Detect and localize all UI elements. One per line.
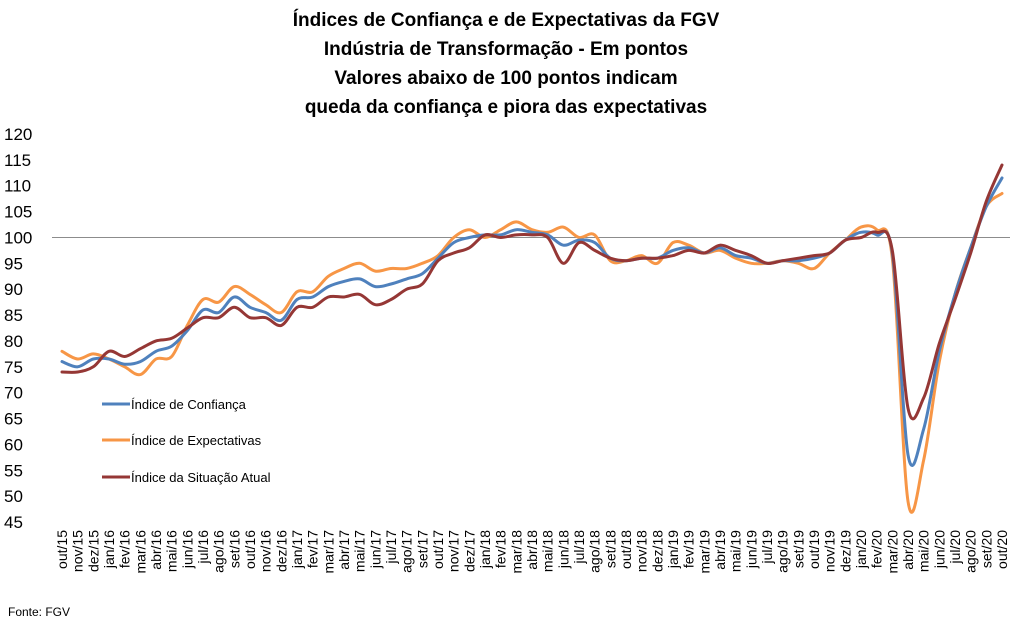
legend: Índice de Confiança Índice de Expectativa… [102,397,271,485]
x-tick-label: abr/20 [900,530,916,570]
x-tick-label: dez/17 [461,530,477,572]
x-tick-label: jul/19 [759,530,775,565]
y-tick-label: 105 [4,203,32,222]
x-tick-label: ago/19 [775,530,791,573]
y-tick-label: 45 [4,513,23,532]
y-axis: 45 50 55 60 65 70 75 80 85 90 95 100 105 110 115 120 [4,125,32,532]
legend-item-indice-de-confianca: Índice de Confiança [102,397,247,412]
x-tick-label: mar/20 [884,530,900,574]
x-tick-label: jul/16 [195,530,211,565]
x-tick-label: set/16 [226,530,242,568]
x-tick-label: ago/17 [399,530,415,573]
x-tick-label: jun/16 [179,530,195,569]
y-tick-label: 90 [4,280,23,299]
y-tick-label: 55 [4,461,23,480]
series-line-indice-de-confianca [60,176,1004,467]
x-tick-label: nov/19 [822,530,838,572]
x-tick-label: dez/18 [649,530,665,572]
x-tick-label: out/15 [54,530,70,569]
x-tick-label: mar/17 [320,530,336,574]
chart-title-line: Índices de Confiança e de Expectativas d… [293,9,720,31]
x-tick-label: ago/18 [587,530,603,573]
x-tick-label: set/18 [602,530,618,568]
y-tick-label: 65 [4,410,23,429]
chart-title-line: Indústria de Transformação - Em pontos [324,39,688,60]
x-tick-label: set/17 [414,530,430,568]
y-tick-label: 80 [4,332,23,351]
x-tick-label: mar/16 [132,530,148,574]
x-tick-label: jun/17 [367,530,383,569]
x-tick-label: ago/20 [963,530,979,573]
x-tick-label: jul/20 [947,530,963,565]
x-tick-label: jun/19 [743,530,759,569]
x-tick-label: ago/16 [211,530,227,573]
y-tick-label: 85 [4,306,23,325]
x-tick-label: nov/16 [258,530,274,572]
x-tick-label: abr/19 [712,530,728,570]
x-tick-label: jan/16 [101,530,117,569]
x-tick-label: fev/20 [869,530,885,568]
y-tick-label: 70 [4,384,23,403]
series-line-indice-da-situacao-atual [60,163,1004,421]
x-tick-label: nov/17 [446,530,462,572]
source-note: Fonte: FGV [8,605,70,619]
legend-label: Índice da Situação Atual [131,470,271,485]
x-tick-label: nov/15 [70,530,86,572]
legend-item-indice-da-situacao-atual: Índice da Situação Atual [102,470,271,485]
y-tick-label: 115 [4,151,31,170]
x-tick-label: set/20 [978,530,994,568]
x-tick-label: dez/16 [273,530,289,572]
x-tick-label: out/17 [430,530,446,569]
x-tick-label: dez/15 [85,530,101,572]
x-tick-label: mai/18 [540,530,556,572]
x-tick-label: mar/18 [508,530,524,574]
x-tick-label: dez/19 [837,530,853,572]
x-tick-label: jan/20 [853,530,869,569]
y-tick-label: 75 [4,358,23,377]
legend-label: Índice de Confiança [131,397,247,412]
x-tick-label: abr/16 [148,530,164,570]
x-axis: out/15 nov/15 dez/15 jan/16 fev/16 mar/16 abr/… [54,530,1010,574]
x-tick-label: out/18 [618,530,634,569]
y-tick-label: 120 [4,125,32,144]
x-tick-label: mai/19 [728,530,744,572]
x-tick-label: jun/18 [555,530,571,569]
x-tick-label: jun/20 [931,530,947,569]
y-tick-label: 95 [4,254,23,273]
x-tick-label: jan/19 [665,530,681,569]
x-tick-label: mai/17 [352,530,368,572]
x-tick-label: jul/17 [383,530,399,565]
x-tick-label: jul/18 [571,530,587,565]
x-tick-label: fev/17 [305,530,321,568]
y-tick-label: 60 [4,435,23,454]
x-tick-label: fev/18 [493,530,509,568]
y-tick-label: 100 [4,228,32,247]
x-tick-label: mai/20 [916,530,932,572]
series-lines [60,163,1004,514]
x-tick-label: jan/17 [289,530,305,569]
x-tick-label: mai/16 [164,530,180,572]
x-tick-label: fev/16 [117,530,133,568]
x-tick-label: out/19 [806,530,822,569]
legend-item-indice-de-expectativas: Índice de Expectativas [102,433,262,448]
x-tick-label: out/16 [242,530,258,569]
x-tick-label: nov/18 [634,530,650,572]
x-tick-label: mar/19 [696,530,712,574]
x-tick-label: jan/18 [477,530,493,569]
x-tick-label: abr/17 [336,530,352,570]
legend-label: Índice de Expectativas [131,433,262,448]
series-line-indice-de-expectativas [60,192,1004,514]
y-tick-label: 110 [4,177,31,196]
x-tick-label: fev/19 [681,530,697,568]
x-tick-label: abr/18 [524,530,540,570]
x-tick-label: out/20 [994,530,1010,569]
x-tick-label: set/19 [790,530,806,568]
y-tick-label: 50 [4,487,23,506]
chart-title: Índices de Confiança e de Expectativas d… [293,9,720,118]
chart-title-line: Valores abaixo de 100 pontos indicam [334,68,677,89]
chart-title-line: queda da confiança e piora das expectati… [305,97,707,118]
